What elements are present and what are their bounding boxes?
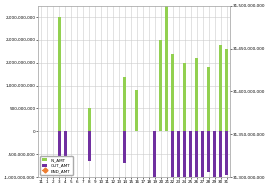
Bar <box>201 131 204 188</box>
Bar <box>135 90 139 131</box>
Bar <box>225 49 228 131</box>
Bar <box>88 108 91 131</box>
Bar <box>153 131 156 188</box>
Bar <box>183 131 186 177</box>
Bar <box>207 67 210 131</box>
Bar <box>64 131 67 163</box>
Bar <box>88 131 91 161</box>
Bar <box>171 54 174 131</box>
Bar <box>123 131 126 163</box>
Bar <box>225 131 228 175</box>
Bar <box>58 131 61 172</box>
Bar <box>159 40 162 131</box>
Bar <box>177 131 180 188</box>
Bar <box>58 17 61 131</box>
Legend: IN_AMT, OUT_AMT, END_AMT: IN_AMT, OUT_AMT, END_AMT <box>40 156 73 175</box>
Bar <box>189 131 192 182</box>
Bar <box>219 45 222 131</box>
Bar <box>165 6 168 131</box>
Bar <box>207 131 210 172</box>
Bar <box>195 131 198 188</box>
Bar <box>183 63 186 131</box>
Bar <box>171 131 174 186</box>
Bar <box>219 131 222 177</box>
Bar <box>195 58 198 131</box>
Bar <box>123 77 126 131</box>
Bar <box>213 131 216 188</box>
